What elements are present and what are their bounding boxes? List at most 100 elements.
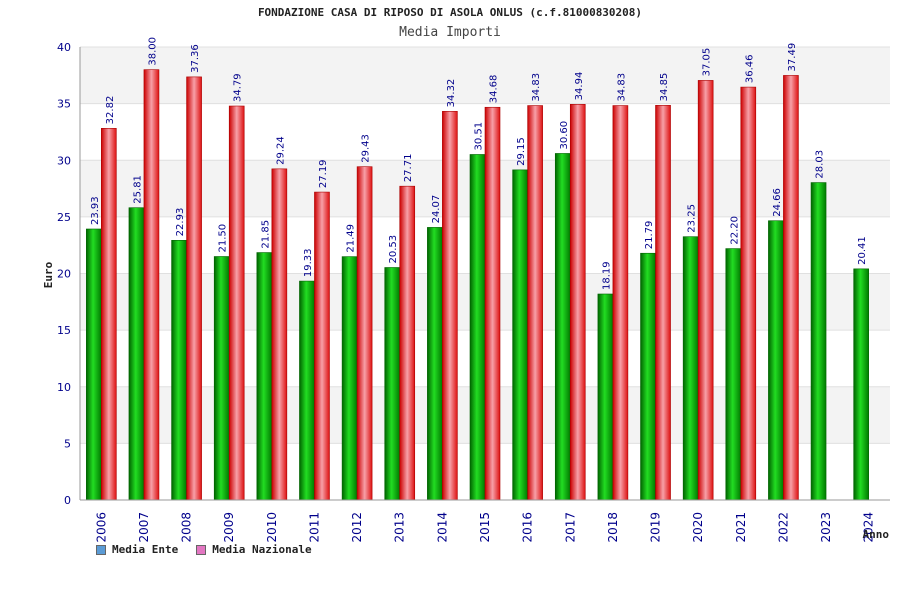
- x-tick-label: 2014: [435, 512, 449, 543]
- bar-media-nazionale: [697, 80, 714, 501]
- data-label: 29.15: [516, 137, 527, 166]
- y-tick-label: 0: [64, 494, 71, 507]
- x-tick-label: 2010: [265, 512, 279, 543]
- data-label: 20.41: [857, 236, 868, 265]
- legend-item-media-nazionale: Media Nazionale: [196, 543, 312, 556]
- legend-label-media-ente: Media Ente: [112, 543, 179, 556]
- bar-media-ente: [427, 227, 443, 501]
- bar-media-ente: [256, 252, 273, 501]
- legend-swatch-media-nazionale: [196, 544, 207, 555]
- data-label: 34.94: [574, 72, 585, 101]
- x-tick-label: 2012: [350, 512, 364, 543]
- bar-media-ente: [128, 207, 145, 501]
- bar-media-ente: [597, 293, 614, 501]
- bar-media-ente: [469, 154, 486, 501]
- bar-media-ente: [171, 240, 187, 501]
- data-label: 30.51: [474, 122, 485, 151]
- data-label: 37.49: [787, 43, 798, 72]
- data-label: 21.49: [346, 224, 357, 253]
- data-label: 34.83: [616, 73, 627, 102]
- data-label: 37.05: [702, 48, 713, 77]
- y-tick-label: 35: [57, 98, 71, 111]
- bar-media-nazionale: [442, 111, 458, 501]
- data-label: 21.85: [260, 220, 271, 249]
- data-label: 34.85: [659, 73, 670, 102]
- bar-media-nazionale: [740, 86, 757, 501]
- y-tick-label: 5: [64, 437, 71, 450]
- bar-media-nazionale: [356, 166, 373, 501]
- bar-media-ente: [725, 248, 742, 501]
- x-tick-label: 2008: [180, 512, 194, 543]
- y-tick-label: 15: [57, 324, 71, 337]
- bar-media-ente: [640, 252, 656, 501]
- x-tick-label: 2018: [606, 512, 620, 543]
- data-label: 38.00: [147, 37, 158, 66]
- data-label: 30.60: [559, 121, 570, 150]
- y-tick-label: 25: [57, 211, 71, 224]
- data-label: 20.53: [388, 235, 399, 264]
- chart-subtitle: Media Importi: [399, 25, 501, 40]
- y-tick-label: 40: [57, 41, 71, 54]
- y-tick-label: 20: [57, 268, 71, 281]
- bar-media-nazionale: [399, 185, 416, 501]
- bar-media-nazionale: [484, 106, 501, 501]
- chart-legend: Media Ente Media Nazionale: [96, 543, 312, 556]
- bar-media-nazionale: [655, 105, 671, 501]
- bar-media-ente: [768, 220, 784, 501]
- x-tick-label: 2023: [819, 512, 833, 543]
- x-tick-label: 2007: [137, 512, 151, 543]
- data-label: 24.07: [431, 195, 442, 224]
- data-label: 29.43: [361, 134, 372, 163]
- x-tick-label: 2024: [862, 512, 876, 543]
- bar-media-ente: [384, 267, 401, 501]
- x-tick-label: 2015: [478, 512, 492, 543]
- data-label: 21.50: [218, 224, 229, 253]
- data-label: 27.19: [318, 159, 329, 188]
- bar-media-ente: [213, 256, 230, 501]
- data-label: 27.71: [403, 154, 414, 183]
- bar-media-ente: [512, 169, 528, 501]
- data-label: 18.19: [601, 261, 612, 290]
- data-label: 23.25: [687, 204, 698, 233]
- x-tick-label: 2006: [94, 512, 108, 543]
- bar-media-nazionale: [228, 105, 245, 501]
- data-label: 32.82: [105, 96, 116, 125]
- bar-media-ente: [86, 228, 102, 501]
- y-axis-title: Euro: [42, 261, 55, 288]
- x-tick-label: 2022: [776, 512, 790, 543]
- x-tick-label: 2013: [393, 512, 407, 543]
- bar-media-nazionale: [101, 128, 117, 501]
- bar-media-ente: [554, 153, 571, 501]
- data-label: 25.81: [132, 175, 143, 204]
- x-tick-label: 2016: [521, 512, 535, 543]
- data-label: 24.66: [772, 188, 783, 217]
- data-label: 22.93: [175, 208, 186, 237]
- y-tick-label: 10: [57, 381, 71, 394]
- chart-title: FONDAZIONE CASA DI RIPOSO DI ASOLA ONLUS…: [257, 6, 643, 19]
- bar-media-ente: [682, 236, 699, 501]
- x-tick-label: 2017: [563, 512, 577, 543]
- x-tick-label: 2019: [649, 512, 663, 543]
- bar-media-nazionale: [569, 104, 586, 501]
- data-label: 21.79: [644, 221, 655, 250]
- x-tick-label: 2011: [307, 512, 321, 543]
- bar-media-nazionale: [314, 191, 330, 501]
- data-label: 34.79: [233, 73, 244, 102]
- legend-swatch-media-ente: [96, 544, 106, 555]
- data-label: 34.32: [446, 79, 457, 108]
- x-axis-title: Anno: [863, 528, 890, 541]
- legend-label-media-nazionale: Media Nazionale: [212, 543, 312, 556]
- data-label: 29.24: [275, 136, 286, 165]
- data-label: 23.93: [90, 196, 101, 225]
- bar-media-nazionale: [271, 168, 288, 501]
- data-label: 28.03: [815, 150, 826, 179]
- data-label: 19.33: [303, 248, 314, 277]
- data-label: 34.68: [489, 75, 500, 104]
- x-tick-label: 2020: [691, 512, 705, 543]
- bar-media-nazionale: [186, 76, 202, 501]
- x-tick-label: 2009: [222, 512, 236, 543]
- legend-item-media-ente: Media Ente: [96, 543, 178, 556]
- data-label: 37.36: [190, 44, 201, 73]
- bar-media-ente: [853, 268, 869, 501]
